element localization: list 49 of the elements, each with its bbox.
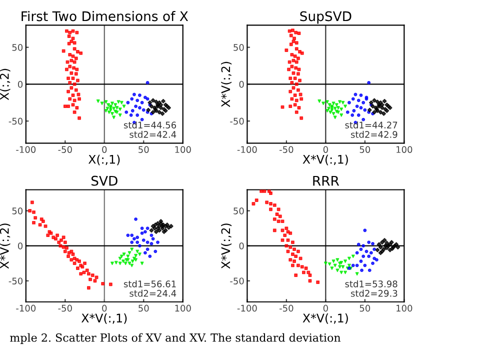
x-tick-label: -50 [280,304,294,312]
chart-title: SVD [91,176,118,186]
text: mple 2. Scatter Plots of XV and XV. The standard deviation [10,333,341,344]
y-tick-label: 50 [12,208,23,214]
x-tick-label: 0 [323,146,328,153]
x-tick-label: 0 [102,146,107,153]
x-tick-label: 50 [360,146,370,153]
y-axis-title: X(:,2) [0,68,10,100]
x-axis-title: X*V(:,1) [302,313,348,324]
x-tick-label: -100 [16,146,36,153]
annotation: std1=44.56 std2=42.4 [124,121,176,138]
chart-title: SupSVD [300,11,352,24]
y-tick-label: 0 [239,242,244,250]
x-tick-label: 100 [175,146,191,153]
x-axis-title: X*V(:,1) [302,154,348,166]
x-axis-title: X(:,1) [88,154,120,166]
x-tick-label: 50 [138,146,149,153]
x-tick-label: -50 [280,146,294,153]
x-tick-label: 0 [323,304,328,312]
y-tick-label: 0 [239,80,244,88]
x-tick-label: 0 [102,304,107,312]
chart-title: First Two Dimensions of X [22,10,188,22]
annotation: std1=53.98 std2=29.3 [345,280,398,297]
x-tick-label: -50 [58,304,72,312]
y-axis-title: X*V(:,2) [0,224,10,269]
x-tick-label: 50 [138,304,149,312]
y-tick-label: -50 [230,118,244,125]
y-axis-title: X*V(:,2) [221,224,232,269]
y-tick-label: 50 [234,44,244,51]
x-tick-label: 100 [396,146,412,153]
x-tick-label: 100 [396,304,412,312]
annotation: std1=44.27 std2=42.9 [345,121,398,138]
y-tick-label: 50 [234,208,244,214]
y-tick-label: 50 [12,44,23,51]
y-tick-label: -50 [8,118,23,125]
x-axis-title: X*V(:,1) [81,313,127,324]
y-tick-label: 0 [18,80,23,88]
annotation: std1=56.61 std2=24.4 [124,280,176,297]
x-tick-label: 50 [360,304,370,312]
x-tick-label: -100 [237,146,257,153]
y-axis-title: X*V(:,2) [221,62,232,108]
x-tick-label: -100 [237,304,257,312]
x-tick-label: 100 [175,304,191,312]
y-tick-label: -50 [8,278,23,284]
y-tick-label: 0 [18,242,23,250]
x-tick-label: -50 [58,146,72,153]
x-tick-label: -100 [16,304,36,312]
y-tick-label: -50 [230,278,244,284]
chart-title: RRR [313,176,340,186]
